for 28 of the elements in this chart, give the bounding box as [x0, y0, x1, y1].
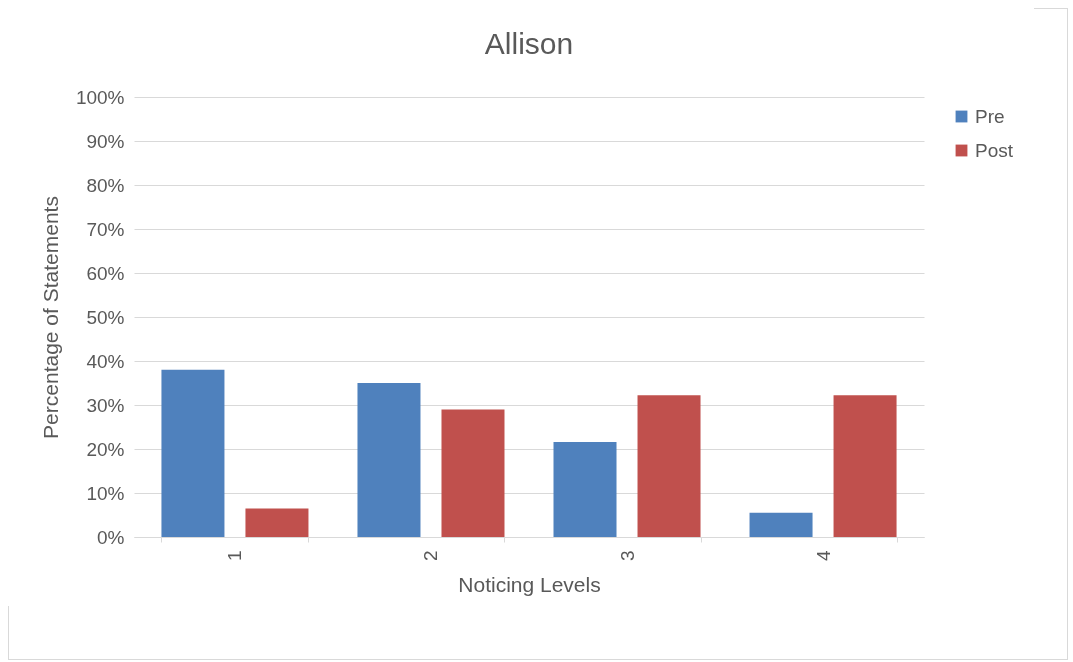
y-axis-title: Percentage of Statements — [38, 196, 62, 439]
bar — [553, 441, 617, 537]
x-tick-label: 3 — [616, 550, 638, 562]
x-tick-label: 4 — [812, 550, 834, 562]
bar — [245, 508, 309, 537]
bar — [637, 395, 701, 537]
x-axis-title: Noticing Levels — [458, 573, 601, 597]
legend-label: Post — [975, 139, 1014, 161]
y-tick-label: 10% — [86, 482, 125, 504]
bar — [441, 409, 505, 537]
x-tick-label: 1 — [224, 550, 246, 562]
bar — [749, 512, 813, 537]
y-tick-label: 30% — [86, 394, 125, 416]
y-tick-label: 100% — [75, 86, 125, 108]
y-tick-label: 70% — [86, 218, 125, 240]
y-tick-label: 50% — [86, 306, 125, 328]
bar — [161, 369, 225, 537]
bar — [357, 383, 421, 537]
y-tick-label: 80% — [86, 174, 125, 196]
y-tick-label: 20% — [86, 438, 125, 460]
y-tick-label: 40% — [86, 350, 125, 372]
legend-label: Pre — [975, 105, 1005, 127]
y-tick-label: 0% — [97, 526, 125, 548]
chart-title: Allison — [484, 27, 574, 60]
x-tick-label: 2 — [420, 550, 442, 562]
y-tick-label: 90% — [86, 130, 125, 152]
bar — [833, 395, 897, 537]
y-tick-label: 60% — [86, 262, 125, 284]
